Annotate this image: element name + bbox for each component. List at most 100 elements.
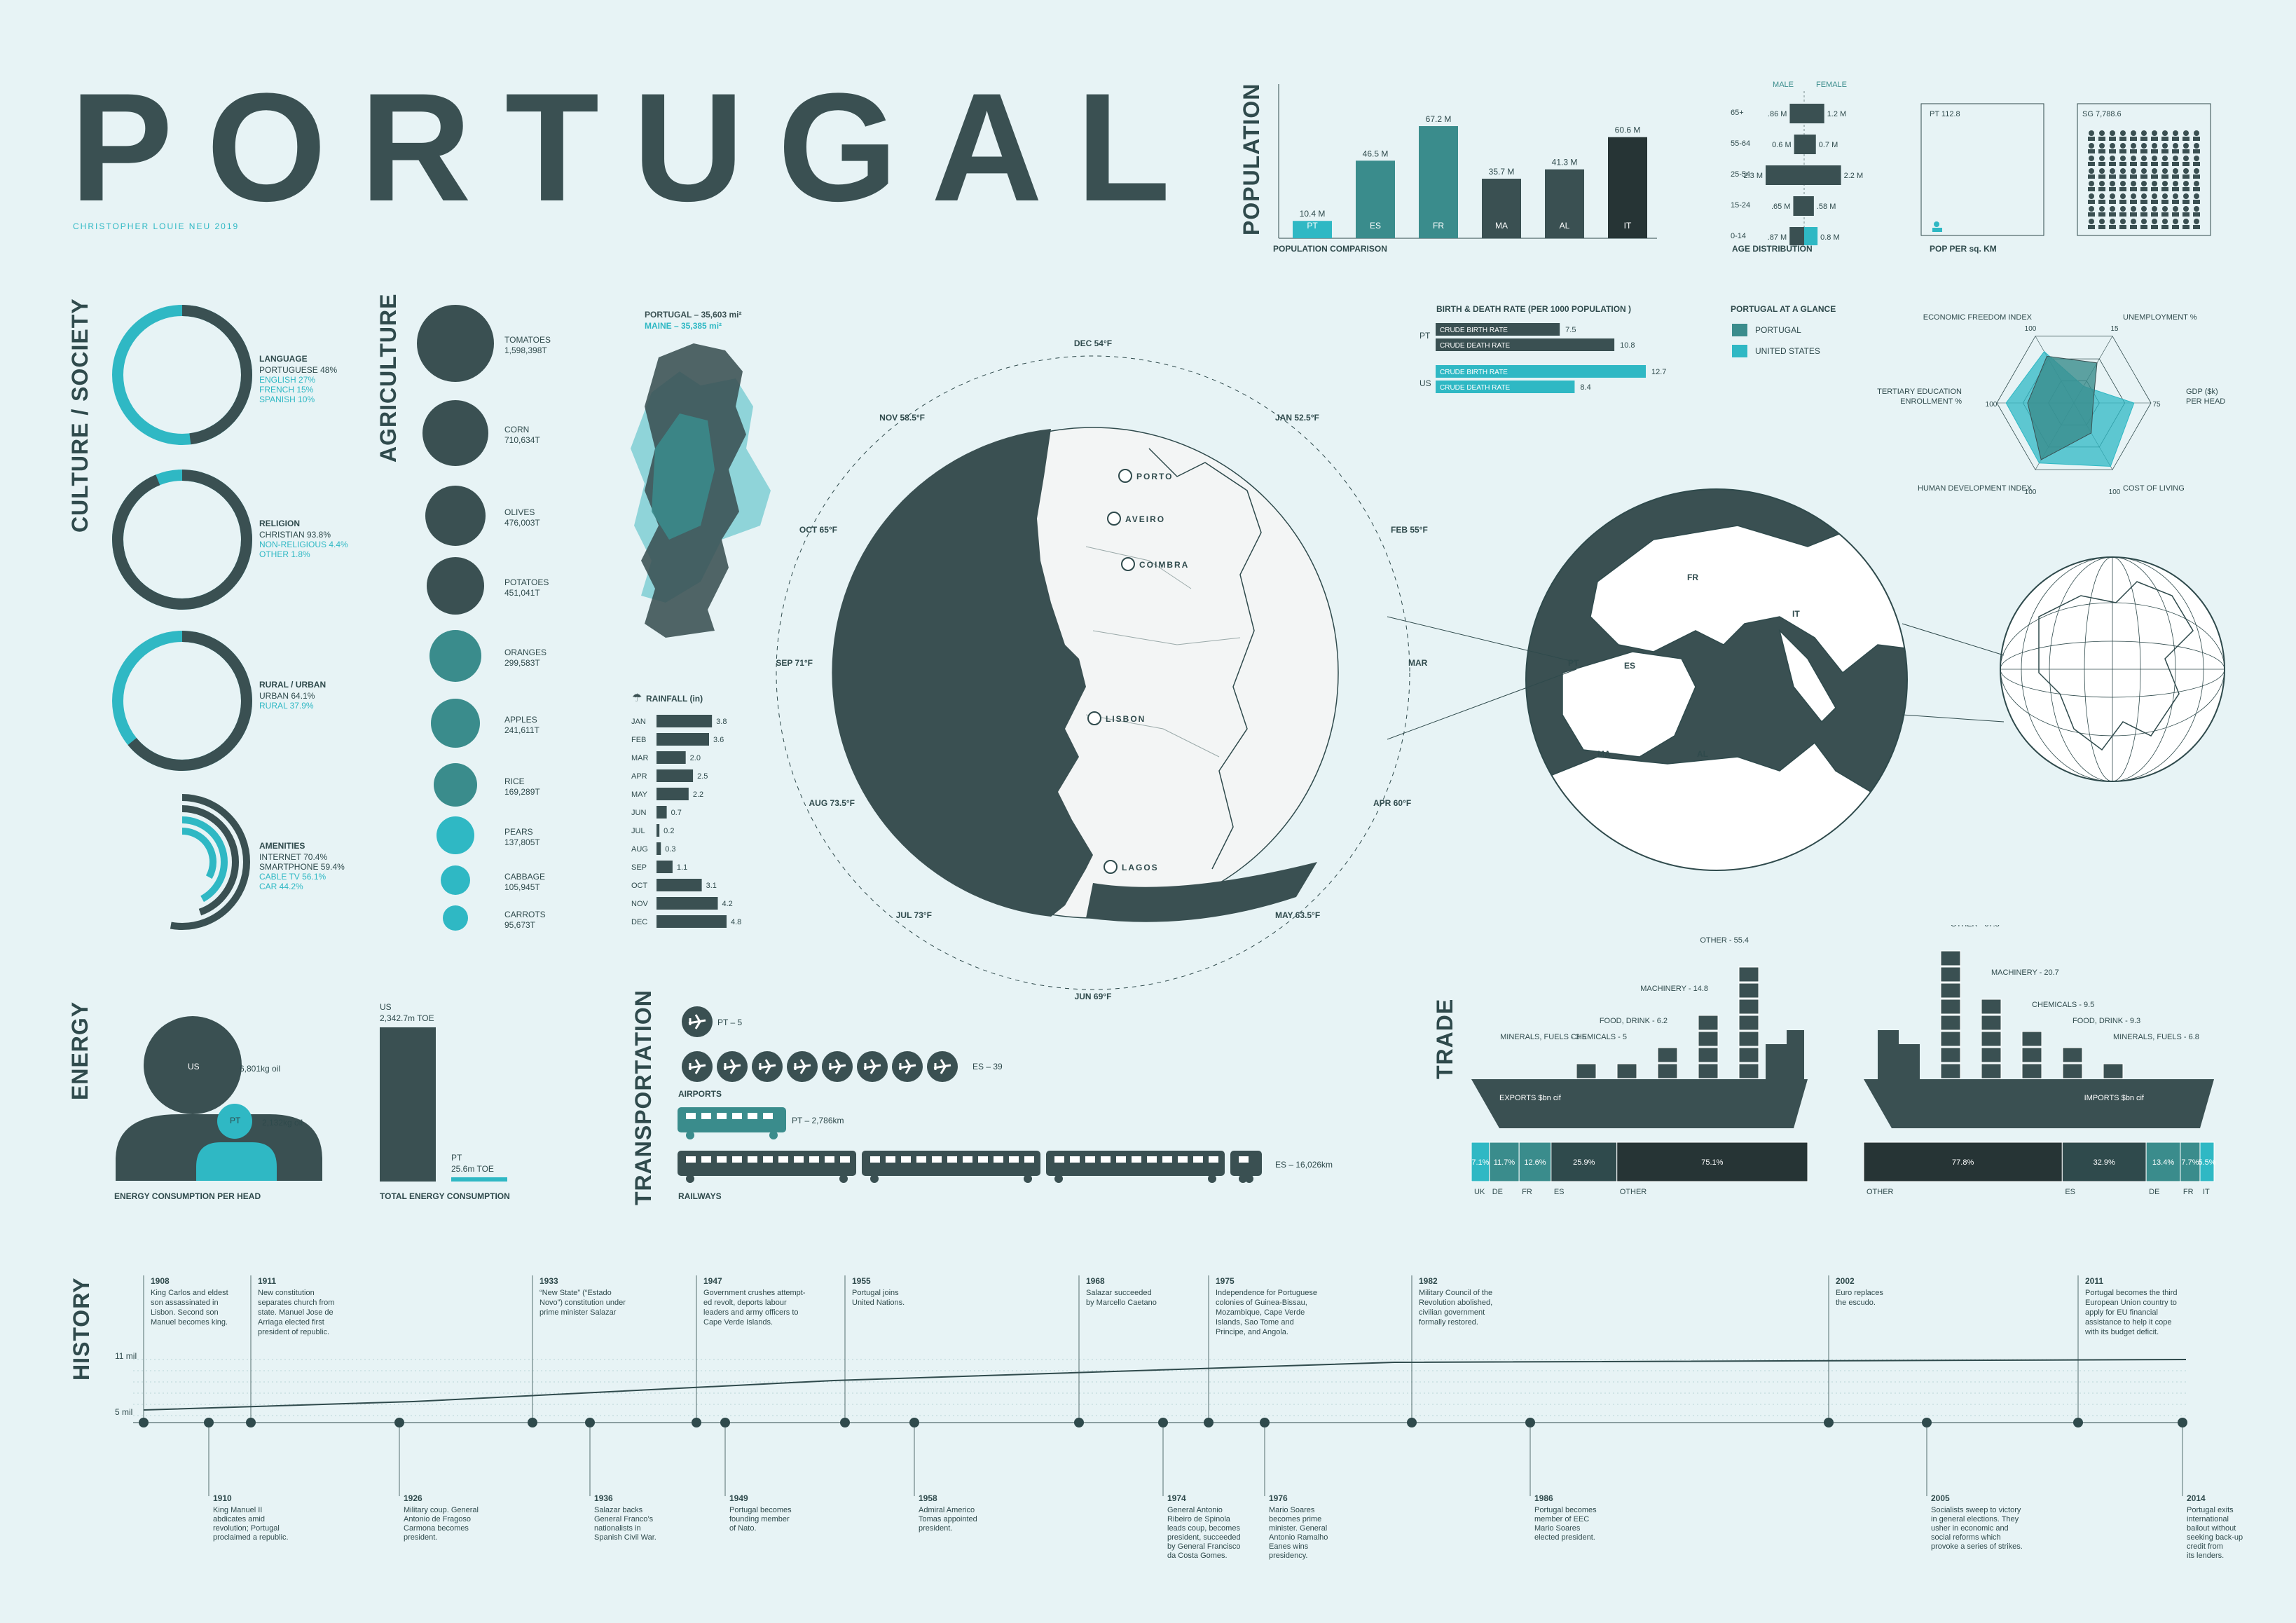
crop-bubble (425, 486, 486, 546)
event-year: 1947 (703, 1276, 722, 1286)
event-text: president. (404, 1533, 437, 1542)
sg-person-icon (2131, 130, 2136, 136)
import-category-label: FOOD, DRINK - 9.3 (2072, 1017, 2140, 1025)
birthdeath-value: 12.7 (1651, 368, 1666, 376)
sg-person-body (2088, 187, 2095, 191)
sg-person-icon (2183, 219, 2189, 224)
sg-person-icon (2183, 156, 2189, 161)
import-share-country: FR (2183, 1188, 2194, 1196)
agriculture-section-title: AGRICULTURE (376, 293, 401, 463)
sg-person-body (2098, 162, 2105, 166)
sg-person-icon (2162, 168, 2168, 174)
event-year: 2011 (2085, 1276, 2103, 1286)
sg-person-icon (2120, 156, 2126, 161)
export-share-pct: 12.6% (1524, 1158, 1546, 1167)
airplane-icon (688, 1014, 706, 1029)
culture-ring-line: INTERNET 70.4% (259, 852, 328, 862)
export-share (1551, 1142, 1618, 1182)
energy-pt-total-value: 25.6m TOE (451, 1164, 494, 1174)
crop-amount: 169,289T (504, 787, 540, 797)
event-dot (1158, 1418, 1168, 1427)
sg-person-body (2119, 200, 2126, 204)
export-container (1738, 982, 1759, 999)
train-wheel (870, 1175, 879, 1183)
energy-us-total-value: 2,342.7m TOE (380, 1013, 434, 1023)
sg-person-icon (2120, 130, 2126, 136)
export-container (1698, 1047, 1719, 1063)
sg-person-icon (2162, 206, 2168, 212)
export-category-label: CHEMICALS - 5 (1571, 1033, 1627, 1041)
sg-person-body (2119, 174, 2126, 179)
crop-amount: 299,583T (504, 658, 540, 668)
radar-axis-label: UNEMPLOYMENT % (2123, 313, 2197, 322)
crop-bubble (431, 699, 480, 748)
sg-person-body (2130, 225, 2137, 229)
age-male-bar (1793, 196, 1804, 216)
age-female-bar (1804, 196, 1814, 216)
sg-person-body (2088, 162, 2095, 166)
train-window (825, 1156, 834, 1163)
sg-person-body (2098, 149, 2105, 153)
sg-person-icon (2110, 193, 2115, 199)
import-category-label: CHEMICALS - 9.5 (2032, 1001, 2094, 1009)
us-total-energy-bar (380, 1027, 436, 1182)
sg-person-body (2151, 174, 2158, 179)
birthdeath-value: 7.5 (1565, 326, 1576, 334)
export-share (1616, 1142, 1808, 1182)
birthdeath-label: CRUDE DEATH RATE (1440, 342, 1511, 350)
crop-name: POTATOES (504, 577, 549, 587)
event-text: Government crushes attempt- (703, 1289, 806, 1297)
rainfall-month: OCT (631, 882, 648, 890)
sg-person-body (2182, 149, 2190, 153)
crop-name: APPLES (504, 715, 537, 725)
train-window (886, 1156, 895, 1163)
agriculture-bubbles (417, 305, 494, 931)
culture-ring-title: LANGUAGE (259, 354, 308, 364)
event-year: 1958 (919, 1493, 937, 1503)
temperature-label: FEB 55°F (1391, 525, 1428, 535)
import-container (1981, 1015, 2002, 1031)
rainfall-value: 3.8 (716, 718, 727, 726)
export-container (1616, 1063, 1637, 1079)
sg-person-body (2193, 174, 2200, 179)
population-code: IT (1624, 221, 1632, 231)
export-container (1657, 1047, 1678, 1063)
import-share-pct: 5.5% (2198, 1158, 2215, 1167)
sg-person-icon (2120, 206, 2126, 212)
sg-person-icon (2131, 206, 2136, 212)
sg-person-body (2109, 187, 2116, 191)
crop-bubble (427, 557, 484, 615)
temperature-label: JUL 73°F (896, 910, 932, 920)
event-text: state. Manuel Jose de (258, 1308, 334, 1317)
sg-person-body (2161, 200, 2168, 204)
sg-person-icon (2141, 219, 2147, 224)
sg-person-icon (2162, 156, 2168, 161)
event-dot (1074, 1418, 1084, 1427)
sg-person-body (2172, 162, 2179, 166)
sg-person-icon (2183, 193, 2189, 199)
sg-person-icon (2152, 130, 2157, 136)
sg-person-body (2109, 174, 2116, 179)
age-caption: AGE DISTRIBUTION (1732, 244, 1813, 254)
sg-person-body (2161, 212, 2168, 217)
age-group: 55-64 (1731, 139, 1750, 148)
pt-total-energy-bar (451, 1177, 507, 1182)
event-year: 1968 (1086, 1276, 1105, 1286)
export-share-pct: 75.1% (1701, 1158, 1723, 1167)
sg-person-body (2151, 200, 2158, 204)
event-text: General Antonio (1167, 1506, 1223, 1514)
train-window (1193, 1156, 1203, 1163)
legend-swatch-us (1732, 345, 1747, 357)
sg-person-body (2109, 162, 2116, 166)
amenity-arc (114, 794, 250, 930)
train-window (1147, 1156, 1157, 1163)
sg-person-icon (2173, 130, 2178, 136)
export-container (1738, 1063, 1759, 1079)
sg-person-body (2109, 149, 2116, 153)
event-text: King Manuel II (213, 1506, 262, 1514)
event-text: King Carlos and eldest (151, 1289, 228, 1297)
event-text: of Nato. (729, 1524, 757, 1533)
us-head-circle (144, 1016, 242, 1114)
sg-person-icon (2141, 181, 2147, 186)
rainfall-bar (657, 733, 709, 746)
